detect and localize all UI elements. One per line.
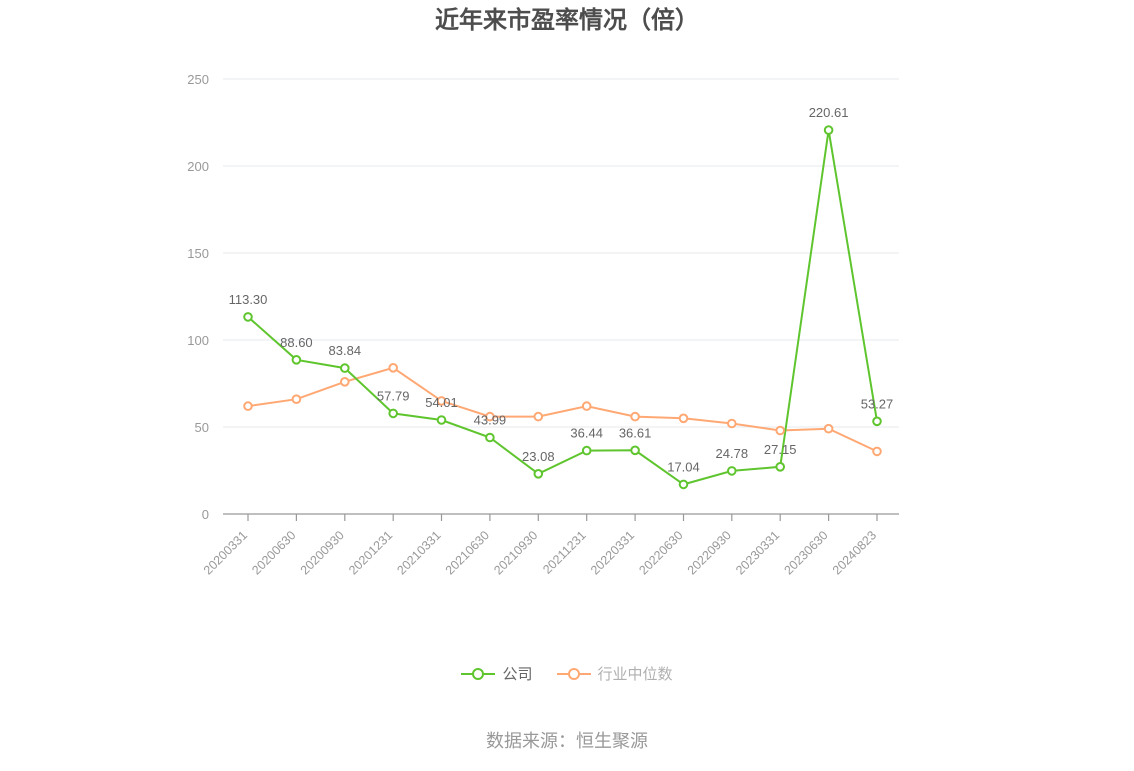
svg-text:50: 50 xyxy=(195,420,209,435)
svg-text:20220331: 20220331 xyxy=(588,528,637,577)
svg-text:20201231: 20201231 xyxy=(346,528,395,577)
svg-text:0: 0 xyxy=(202,507,209,522)
svg-text:23.08: 23.08 xyxy=(522,449,555,464)
svg-text:83.84: 83.84 xyxy=(329,343,362,358)
svg-text:20200930: 20200930 xyxy=(298,528,347,577)
svg-text:57.79: 57.79 xyxy=(377,388,410,403)
svg-text:200: 200 xyxy=(187,159,209,174)
svg-text:20200331: 20200331 xyxy=(201,528,250,577)
svg-text:36.61: 36.61 xyxy=(619,425,652,440)
svg-text:113.30: 113.30 xyxy=(229,292,268,307)
svg-text:53.27: 53.27 xyxy=(861,396,894,411)
svg-text:250: 250 xyxy=(187,72,209,87)
svg-text:20230331: 20230331 xyxy=(733,528,782,577)
svg-text:17.04: 17.04 xyxy=(667,459,700,474)
svg-text:20210331: 20210331 xyxy=(394,528,443,577)
svg-text:20230630: 20230630 xyxy=(781,528,830,577)
svg-text:20210630: 20210630 xyxy=(443,528,492,577)
svg-text:20210930: 20210930 xyxy=(491,528,540,577)
svg-text:24.78: 24.78 xyxy=(716,446,749,461)
svg-text:20220630: 20220630 xyxy=(636,528,685,577)
svg-text:100: 100 xyxy=(187,333,209,348)
svg-text:27.15: 27.15 xyxy=(764,442,797,457)
svg-text:20240823: 20240823 xyxy=(830,528,879,577)
svg-text:20200630: 20200630 xyxy=(249,528,298,577)
svg-text:43.99: 43.99 xyxy=(474,413,507,428)
svg-text:20220930: 20220930 xyxy=(685,528,734,577)
svg-text:150: 150 xyxy=(187,246,209,261)
svg-text:20211231: 20211231 xyxy=(540,528,589,577)
svg-text:54.01: 54.01 xyxy=(425,395,458,410)
svg-text:36.44: 36.44 xyxy=(570,426,603,441)
svg-text:88.60: 88.60 xyxy=(280,335,313,350)
svg-text:220.61: 220.61 xyxy=(809,105,849,120)
